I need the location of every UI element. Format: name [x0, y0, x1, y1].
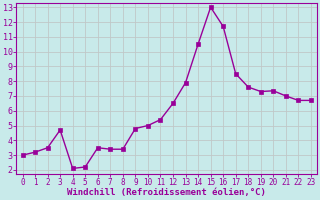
X-axis label: Windchill (Refroidissement éolien,°C): Windchill (Refroidissement éolien,°C): [67, 188, 266, 197]
